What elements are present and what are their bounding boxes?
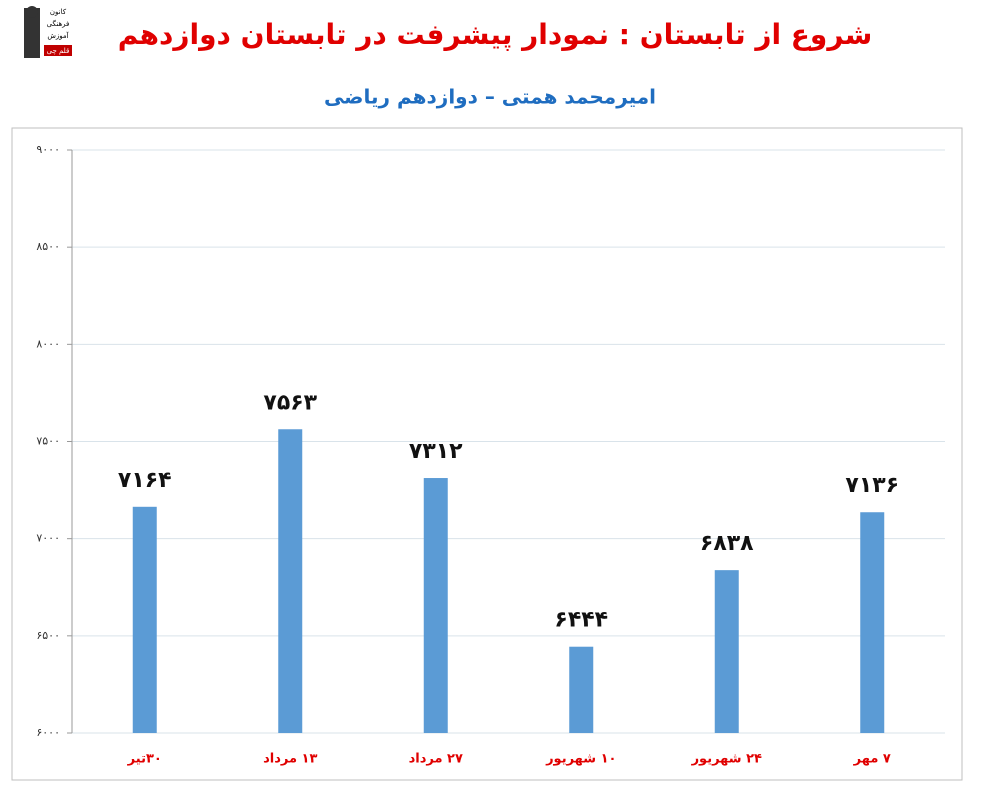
- x-tick-label: ۱۰ شهریور: [545, 752, 616, 767]
- x-tick-label: ۳۰تیر: [127, 752, 162, 767]
- bar: [569, 646, 594, 733]
- chart-frame: [11, 127, 963, 781]
- data-label: ۷۱۶۴: [118, 468, 172, 493]
- logo-text: آموزش: [47, 31, 69, 40]
- logo-figure: [24, 8, 40, 58]
- bar: [278, 429, 303, 733]
- x-tick-label: ۲۴ شهریور: [691, 752, 762, 767]
- bar: [132, 506, 157, 733]
- y-tick-label: ۸۵۰۰: [36, 240, 60, 253]
- data-label: ۷۵۶۳: [263, 390, 317, 415]
- logo-text: کانون: [50, 8, 67, 16]
- x-tick-label: ۷ مهر: [853, 752, 891, 767]
- logo: کانون فرهنگی آموزش قلم چی: [24, 6, 72, 58]
- y-tick-label: ۶۰۰۰: [36, 726, 60, 739]
- logo-badge: [44, 45, 72, 56]
- logo-text: فرهنگی: [47, 19, 70, 28]
- chart-subtitle: امیرمحمد همتی – دوازدهم ریاضی: [324, 85, 656, 109]
- data-label: ۶۸۳۸: [700, 531, 754, 556]
- y-tick-label: ۷۰۰۰: [36, 532, 60, 545]
- bar: [423, 478, 448, 733]
- y-tick-label: ۶۵۰۰: [36, 629, 60, 642]
- chart-title: شروع از تابستان : نمودار پیشرفت در تابست…: [118, 18, 873, 51]
- data-label: ۷۳۱۲: [409, 439, 463, 464]
- logo-head: [26, 6, 38, 18]
- x-tick-label: ۲۷ مرداد: [409, 752, 463, 767]
- y-tick-label: ۷۵۰۰: [36, 435, 60, 448]
- data-label: ۶۴۴۴: [554, 608, 608, 633]
- x-tick-label: ۱۳ مرداد: [263, 752, 317, 767]
- y-tick-label: ۹۰۰۰: [36, 143, 60, 156]
- bar: [714, 570, 739, 733]
- y-tick-label: ۸۰۰۰: [36, 337, 60, 350]
- data-label: ۷۱۳۶: [845, 473, 899, 498]
- bar: [860, 512, 885, 733]
- logo-text: قلم چی: [47, 47, 70, 55]
